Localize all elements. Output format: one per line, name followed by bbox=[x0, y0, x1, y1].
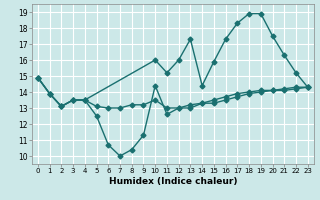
X-axis label: Humidex (Indice chaleur): Humidex (Indice chaleur) bbox=[108, 177, 237, 186]
